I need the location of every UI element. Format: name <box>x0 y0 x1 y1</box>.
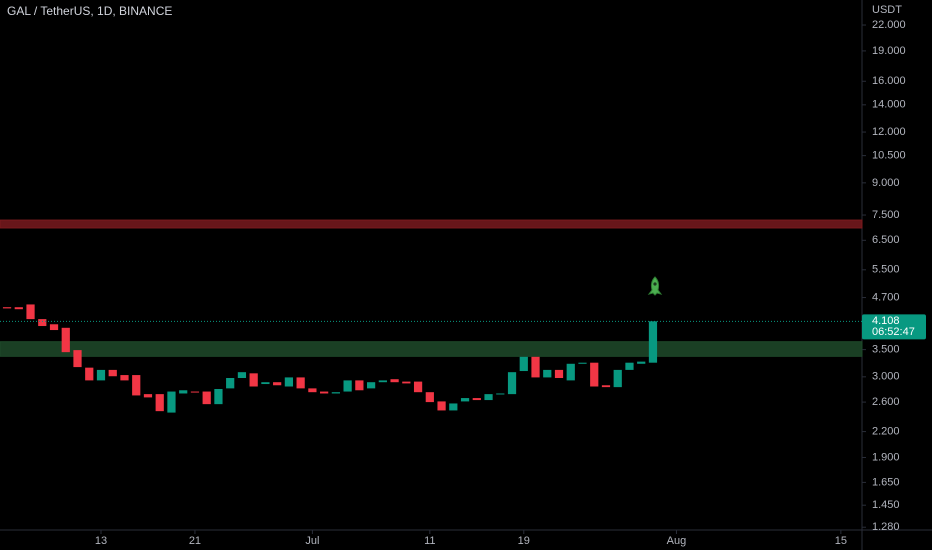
y-tick-label: 7.500 <box>872 209 900 221</box>
candle-body <box>531 356 540 378</box>
candle-body <box>449 403 458 411</box>
candle-body <box>179 390 188 394</box>
candle-body <box>49 324 59 331</box>
zone <box>0 219 863 229</box>
candle-body <box>320 391 329 394</box>
candle-body <box>308 388 317 393</box>
y-tick-label: 14.000 <box>872 99 906 111</box>
candle-body <box>214 389 223 405</box>
y-tick-label: 1.900 <box>872 451 900 463</box>
candle-body <box>132 375 141 396</box>
candle-body <box>296 377 305 389</box>
candle-body <box>120 375 129 381</box>
candle-body <box>601 385 611 388</box>
y-tick-label: 2.600 <box>872 396 900 408</box>
y-tick-label: 1.280 <box>872 521 900 533</box>
y-tick-label: 6.500 <box>872 234 900 246</box>
y-tick-label: 22.000 <box>872 19 906 31</box>
candle-body <box>590 362 599 387</box>
y-tick-label: 2.200 <box>872 425 900 437</box>
y-tick-label: 4.700 <box>872 291 900 303</box>
y-tick-label: 3.500 <box>872 344 900 356</box>
y-tick-label: 1.450 <box>872 499 900 511</box>
y-tick-label: 19.000 <box>872 45 906 57</box>
candle-body <box>226 378 235 389</box>
x-tick-label: 21 <box>189 535 201 547</box>
candle-body <box>26 304 35 320</box>
candle-body <box>484 394 493 401</box>
candle-body <box>108 369 117 377</box>
candle-body <box>190 391 200 393</box>
x-tick-label: 11 <box>424 535 435 547</box>
candle-body <box>273 382 282 386</box>
rocket-icon <box>647 276 663 296</box>
candle-body <box>648 321 658 363</box>
candle-body <box>202 391 211 405</box>
y-tick-label: 10.500 <box>872 150 906 162</box>
candle-body <box>637 361 646 364</box>
y-tick-label: 5.500 <box>872 264 900 276</box>
chart-title: GAL / TetherUS, 1D, BINANCE <box>7 4 172 18</box>
candle-body <box>402 381 411 384</box>
candle-body <box>14 307 23 310</box>
candle-body <box>284 377 294 387</box>
candle-body <box>85 367 94 381</box>
candle-body <box>155 394 164 412</box>
x-tick-label: Jul <box>305 535 319 547</box>
candle-body <box>73 350 82 368</box>
candle-body <box>249 373 258 387</box>
y-tick-label: 12.000 <box>872 126 906 138</box>
candle-body <box>366 382 376 389</box>
candle-body <box>496 393 505 395</box>
x-tick-label: 15 <box>835 535 847 547</box>
candle-body <box>578 362 587 364</box>
candle-body <box>437 401 446 411</box>
y-tick-label: 9.000 <box>872 177 900 189</box>
candle-body <box>2 307 12 309</box>
candle-body <box>413 381 423 393</box>
candle-body <box>38 319 47 327</box>
candle-body <box>472 398 481 401</box>
candle-body <box>613 369 622 388</box>
candle-body <box>143 394 153 398</box>
candle-body <box>507 372 517 395</box>
candle-body <box>61 327 70 353</box>
currency-label: USDT <box>872 4 902 16</box>
candle-body <box>519 356 528 372</box>
candle-body <box>355 380 364 391</box>
candle-body <box>167 391 176 413</box>
y-tick-label: 1.650 <box>872 476 900 488</box>
candle-body <box>378 380 387 383</box>
y-tick-label: 3.000 <box>872 371 900 383</box>
candle-body <box>625 362 634 370</box>
countdown-label: 06:52:47 <box>872 326 915 338</box>
candle-body <box>331 392 340 394</box>
candle-body <box>96 369 106 381</box>
x-tick-label: 19 <box>518 535 530 547</box>
candle-body <box>343 380 352 392</box>
y-tick-label: 16.000 <box>872 75 906 87</box>
candle-body <box>261 382 270 385</box>
candle-body <box>460 398 470 402</box>
candle-body <box>554 369 564 379</box>
x-tick-label: 13 <box>95 535 107 547</box>
zone <box>0 341 863 357</box>
last-price-label: 4.108 <box>872 315 900 327</box>
candle-body <box>543 369 552 378</box>
candle-body <box>425 392 434 403</box>
last-price-box <box>862 314 926 340</box>
candle-body <box>237 372 247 379</box>
x-tick-label: Aug <box>667 535 687 547</box>
candle-body <box>390 379 399 383</box>
candle-body <box>566 363 575 381</box>
